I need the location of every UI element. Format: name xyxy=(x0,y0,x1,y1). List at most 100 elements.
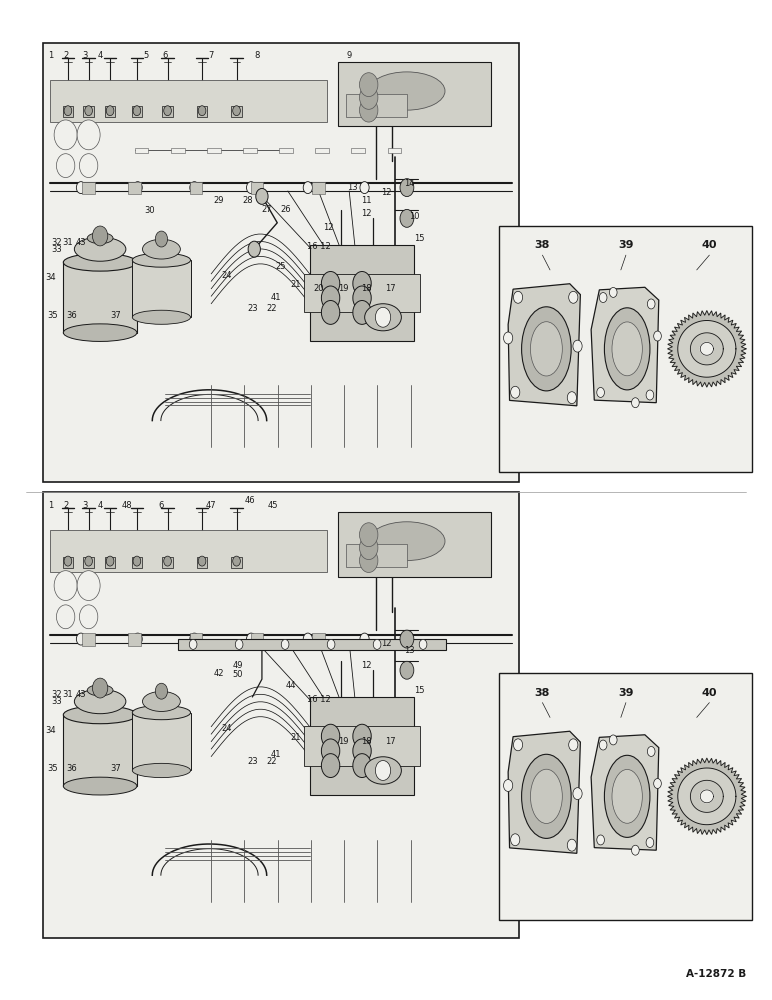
Bar xyxy=(499,226,753,472)
Polygon shape xyxy=(591,287,659,403)
Circle shape xyxy=(569,291,578,303)
Ellipse shape xyxy=(530,769,562,823)
Ellipse shape xyxy=(612,769,642,823)
Circle shape xyxy=(321,271,340,295)
Ellipse shape xyxy=(364,757,401,784)
Bar xyxy=(63,557,73,568)
Polygon shape xyxy=(690,780,723,812)
Circle shape xyxy=(77,571,100,601)
Bar xyxy=(178,639,446,650)
Text: 28: 28 xyxy=(242,196,253,205)
Circle shape xyxy=(373,639,381,649)
Text: 47: 47 xyxy=(206,501,217,510)
Circle shape xyxy=(646,838,654,847)
Circle shape xyxy=(76,633,86,645)
Text: 17: 17 xyxy=(385,284,396,293)
Polygon shape xyxy=(678,320,736,377)
Text: 13: 13 xyxy=(405,646,415,655)
Bar xyxy=(231,106,242,117)
Text: 21: 21 xyxy=(290,733,300,742)
Bar xyxy=(105,106,116,117)
Circle shape xyxy=(190,633,199,645)
Text: 17: 17 xyxy=(385,737,396,746)
Circle shape xyxy=(56,154,75,178)
Circle shape xyxy=(353,301,371,324)
Ellipse shape xyxy=(522,754,571,838)
Text: 9: 9 xyxy=(347,51,352,60)
Circle shape xyxy=(573,788,582,800)
Ellipse shape xyxy=(604,308,650,390)
Text: 22: 22 xyxy=(266,757,276,766)
Bar xyxy=(388,148,401,153)
Bar xyxy=(346,544,407,567)
Circle shape xyxy=(648,746,655,756)
Text: 7: 7 xyxy=(208,51,214,60)
Ellipse shape xyxy=(63,777,137,795)
Text: 29: 29 xyxy=(214,196,225,205)
Bar xyxy=(243,148,257,153)
Circle shape xyxy=(609,735,617,745)
Polygon shape xyxy=(690,333,723,365)
Circle shape xyxy=(353,271,371,295)
Circle shape xyxy=(327,639,335,649)
Text: 43: 43 xyxy=(76,690,86,699)
Text: 30: 30 xyxy=(144,206,155,215)
Text: 36: 36 xyxy=(66,764,77,773)
Text: 3: 3 xyxy=(82,501,87,510)
Text: 25: 25 xyxy=(275,262,286,271)
Bar xyxy=(499,673,753,920)
Text: 39: 39 xyxy=(618,688,634,698)
Text: 18: 18 xyxy=(361,284,372,293)
Bar xyxy=(128,633,141,646)
Circle shape xyxy=(321,724,340,748)
Circle shape xyxy=(503,780,513,791)
Ellipse shape xyxy=(369,72,445,110)
Bar xyxy=(171,148,185,153)
Text: 26: 26 xyxy=(280,205,291,214)
Text: 6: 6 xyxy=(159,501,164,510)
Circle shape xyxy=(64,556,72,566)
Circle shape xyxy=(597,387,604,397)
Bar xyxy=(207,148,221,153)
Text: 1: 1 xyxy=(48,51,53,60)
Text: 48: 48 xyxy=(122,501,132,510)
Circle shape xyxy=(80,154,98,178)
Circle shape xyxy=(198,556,206,566)
Circle shape xyxy=(164,556,171,566)
Circle shape xyxy=(133,106,141,116)
Circle shape xyxy=(631,398,639,408)
Text: 40: 40 xyxy=(702,688,717,698)
Text: 38: 38 xyxy=(535,688,550,698)
Text: 42: 42 xyxy=(214,669,225,678)
Circle shape xyxy=(93,226,108,246)
Bar xyxy=(131,106,142,117)
Circle shape xyxy=(360,182,369,194)
Ellipse shape xyxy=(522,307,571,391)
Bar xyxy=(131,557,142,568)
Bar xyxy=(132,713,191,770)
Bar xyxy=(63,106,73,117)
Bar xyxy=(304,274,420,312)
Text: 22: 22 xyxy=(266,304,276,313)
Polygon shape xyxy=(668,758,746,835)
Text: 4: 4 xyxy=(97,51,103,60)
Bar xyxy=(42,492,520,938)
Text: 37: 37 xyxy=(110,764,121,773)
Circle shape xyxy=(133,182,142,194)
Text: 16 12: 16 12 xyxy=(307,695,331,704)
Text: 23: 23 xyxy=(247,304,258,313)
Text: 36: 36 xyxy=(66,311,77,320)
Text: 8: 8 xyxy=(255,51,260,60)
Circle shape xyxy=(646,390,654,400)
Polygon shape xyxy=(700,342,713,355)
Text: 50: 50 xyxy=(233,670,243,679)
Circle shape xyxy=(303,182,313,194)
Bar xyxy=(162,106,173,117)
Circle shape xyxy=(133,556,141,566)
Polygon shape xyxy=(700,790,713,803)
Bar xyxy=(338,512,491,577)
Bar xyxy=(346,94,407,117)
Circle shape xyxy=(256,188,268,204)
Circle shape xyxy=(573,340,582,352)
Ellipse shape xyxy=(132,763,191,778)
